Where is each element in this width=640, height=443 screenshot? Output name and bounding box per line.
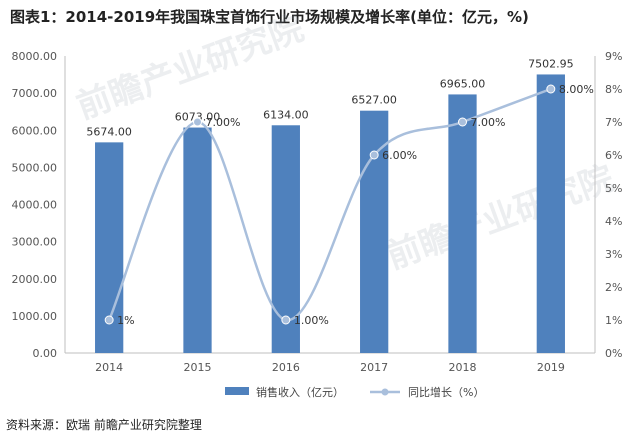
x-tick-label: 2014 (95, 361, 123, 374)
source-note: 资料来源：欧瑞 前瞻产业研究院整理 (6, 418, 202, 432)
y-left-tick-label: 7000.00 (12, 87, 58, 100)
y-right-tick-label: 5% (605, 182, 622, 195)
legend-line-marker (381, 388, 389, 396)
y-right-tick-label: 8% (605, 83, 622, 96)
bar-value-label: 6073.00 (175, 111, 221, 124)
y-right-tick-label: 1% (605, 314, 622, 327)
y-left-tick-label: 8000.00 (12, 50, 58, 63)
y-right-tick-label: 4% (605, 215, 622, 228)
growth-value-label: 6.00% (382, 149, 417, 162)
growth-point (458, 117, 467, 127)
y-left-tick-label: 5000.00 (12, 161, 58, 174)
bar-value-label: 6527.00 (351, 94, 397, 107)
growth-point (281, 315, 291, 325)
growth-value-label: 7.00% (206, 116, 241, 129)
growth-point (104, 315, 114, 325)
growth-value-label: 1.00% (294, 314, 329, 327)
growth-value-label: 7.00% (471, 116, 506, 129)
growth-value-label: 8.00% (559, 83, 594, 96)
bar (536, 74, 565, 354)
bar (448, 94, 477, 353)
x-tick-label: 2016 (272, 361, 300, 374)
y-left-tick-label: 2000.00 (12, 273, 58, 286)
y-right-tick-label: 9% (605, 50, 622, 63)
bar-value-label: 6134.00 (263, 108, 309, 121)
y-right-tick-label: 3% (605, 248, 622, 261)
x-tick-label: 2017 (360, 361, 388, 374)
bar-value-label: 5674.00 (86, 125, 132, 138)
bar (183, 127, 212, 353)
chart-title: 图表1：2014-2019年我国珠宝首饰行业市场规模及增长率(单位：亿元，%) (10, 8, 529, 26)
growth-point (193, 117, 202, 127)
y-left-tick-label: 0.00 (33, 347, 58, 360)
x-tick-label: 2018 (449, 361, 477, 374)
y-left-tick-label: 4000.00 (12, 199, 58, 212)
legend-bar-swatch (225, 387, 249, 395)
y-left-tick-label: 1000.00 (12, 310, 58, 323)
y-right-tick-label: 7% (605, 116, 622, 129)
bar-value-label: 6965.00 (440, 77, 486, 90)
bar (271, 125, 300, 353)
y-left-tick-label: 3000.00 (12, 236, 58, 249)
growth-point (546, 84, 556, 94)
y-right-tick-label: 2% (605, 281, 622, 294)
combo-chart: 0.00 1000.00 2000.00 3000.00 4000.00 5000.00 6… (12, 50, 623, 399)
growth-point (369, 150, 379, 160)
bar-value-label: 7502.95 (528, 57, 574, 70)
y-right-tick-label: 0% (605, 347, 622, 360)
growth-value-label: 1% (117, 314, 134, 327)
x-tick-label: 2015 (184, 361, 212, 374)
y-right-tick-label: 6% (605, 149, 622, 162)
y-left-tick-label: 6000.00 (12, 124, 58, 137)
legend-line-label: 同比增长（%） (408, 385, 484, 399)
legend-bar-label: 销售收入（亿元） (256, 385, 344, 399)
x-tick-label: 2019 (537, 361, 565, 374)
